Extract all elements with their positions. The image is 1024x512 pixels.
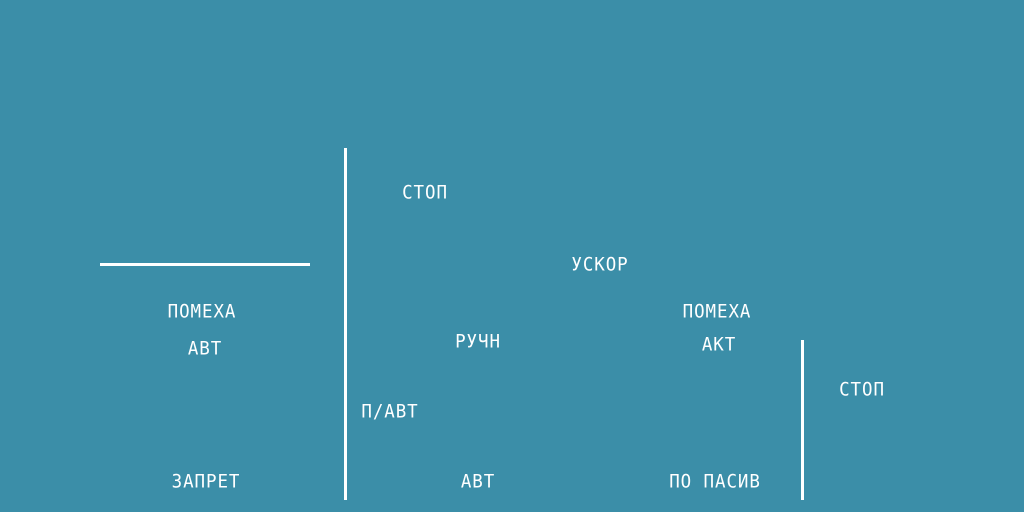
semi-auto-mode-label[interactable]: П/АВТ	[361, 400, 419, 423]
left-horizontal-divider	[100, 263, 310, 266]
auto-mode-label[interactable]: АВТ	[187, 337, 223, 360]
left-vertical-divider	[344, 148, 347, 500]
prohibit-label[interactable]: ЗАПРЕТ	[171, 470, 241, 493]
right-stop-label[interactable]: СТОП	[839, 378, 885, 401]
bottom-auto-mode-label[interactable]: АВТ	[460, 470, 496, 493]
passive-label[interactable]: ПО ПАСИВ	[669, 470, 761, 493]
right-vertical-divider	[801, 340, 804, 500]
accelerate-label[interactable]: УСКОР	[571, 253, 629, 276]
manual-mode-label[interactable]: РУЧН	[455, 330, 501, 353]
active-label[interactable]: АКТ	[701, 333, 737, 356]
interference-auto-label[interactable]: ПОМЕХА	[167, 300, 237, 323]
interference-active-label[interactable]: ПОМЕХА	[682, 300, 752, 323]
stop-label[interactable]: СТОП	[402, 181, 448, 204]
